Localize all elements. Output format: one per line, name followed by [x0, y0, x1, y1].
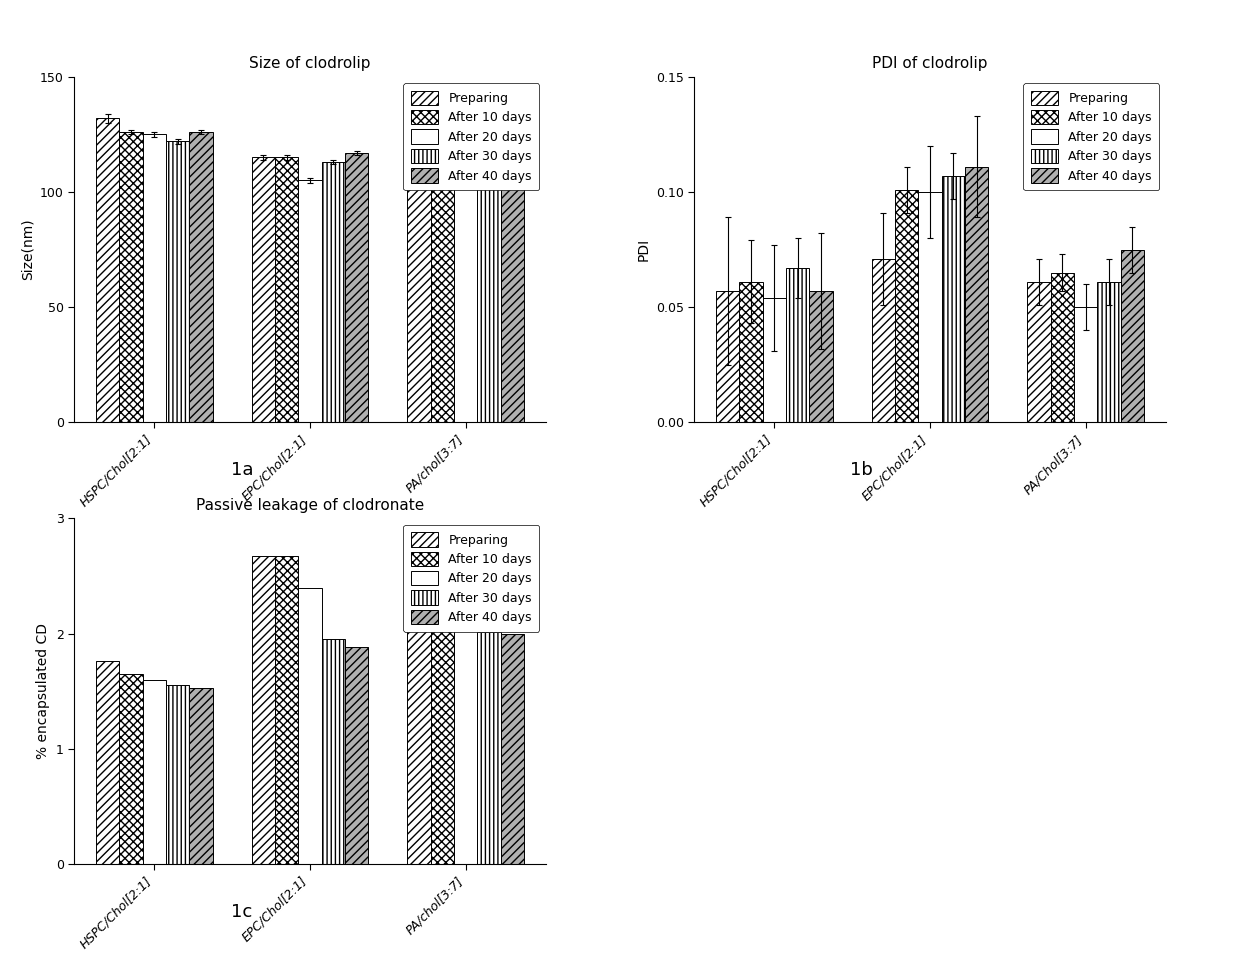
Bar [1121, 250, 1145, 422]
Text: 1b: 1b [851, 461, 873, 479]
Y-axis label: % encapsulated CD: % encapsulated CD [36, 623, 51, 759]
Bar [810, 291, 832, 422]
Legend: Preparing, After 10 days, After 20 days, After 30 days, After 40 days: Preparing, After 10 days, After 20 days,… [1023, 84, 1159, 190]
Text: 1c: 1c [231, 902, 253, 921]
Bar [345, 647, 368, 864]
Bar [408, 132, 430, 422]
Bar [143, 134, 166, 422]
Bar [739, 282, 763, 422]
Bar [1097, 282, 1121, 422]
Bar [190, 687, 212, 864]
Bar [786, 268, 810, 422]
Bar [1074, 307, 1097, 422]
Y-axis label: PDI: PDI [636, 238, 651, 261]
Title: PDI of clodrolip: PDI of clodrolip [872, 57, 988, 71]
Bar [119, 674, 143, 864]
Bar [166, 685, 190, 864]
Legend: Preparing, After 10 days, After 20 days, After 30 days, After 40 days: Preparing, After 10 days, After 20 days,… [403, 84, 539, 190]
Legend: Preparing, After 10 days, After 20 days, After 30 days, After 40 days: Preparing, After 10 days, After 20 days,… [403, 525, 539, 632]
Bar [190, 132, 212, 422]
Bar [95, 661, 119, 864]
Bar [408, 615, 430, 864]
Bar [1028, 282, 1050, 422]
Bar [941, 176, 965, 422]
Bar [321, 162, 345, 422]
Title: Size of clodrolip: Size of clodrolip [249, 57, 371, 71]
Bar [477, 633, 501, 864]
Bar [965, 167, 988, 422]
Bar [430, 130, 454, 422]
Bar [299, 588, 321, 864]
Bar [321, 639, 345, 864]
Bar [345, 153, 368, 422]
Bar [872, 259, 895, 422]
Bar [166, 141, 190, 422]
Bar [501, 132, 525, 422]
Bar [95, 118, 119, 422]
Bar [275, 157, 299, 422]
Bar [299, 180, 321, 422]
Bar [477, 123, 501, 422]
Bar [895, 190, 919, 422]
Bar [252, 557, 275, 864]
Bar [763, 298, 786, 422]
Bar [715, 291, 739, 422]
Y-axis label: Size(nm): Size(nm) [21, 219, 35, 280]
Bar [252, 157, 275, 422]
Bar [275, 557, 299, 864]
Bar [143, 680, 166, 864]
Title: Passive leakage of clodronate: Passive leakage of clodronate [196, 498, 424, 513]
Bar [454, 618, 477, 864]
Bar [501, 634, 525, 864]
Bar [454, 128, 477, 422]
Bar [1050, 273, 1074, 422]
Bar [119, 132, 143, 422]
Bar [919, 192, 941, 422]
Bar [430, 618, 454, 864]
Text: 1a: 1a [231, 461, 253, 479]
